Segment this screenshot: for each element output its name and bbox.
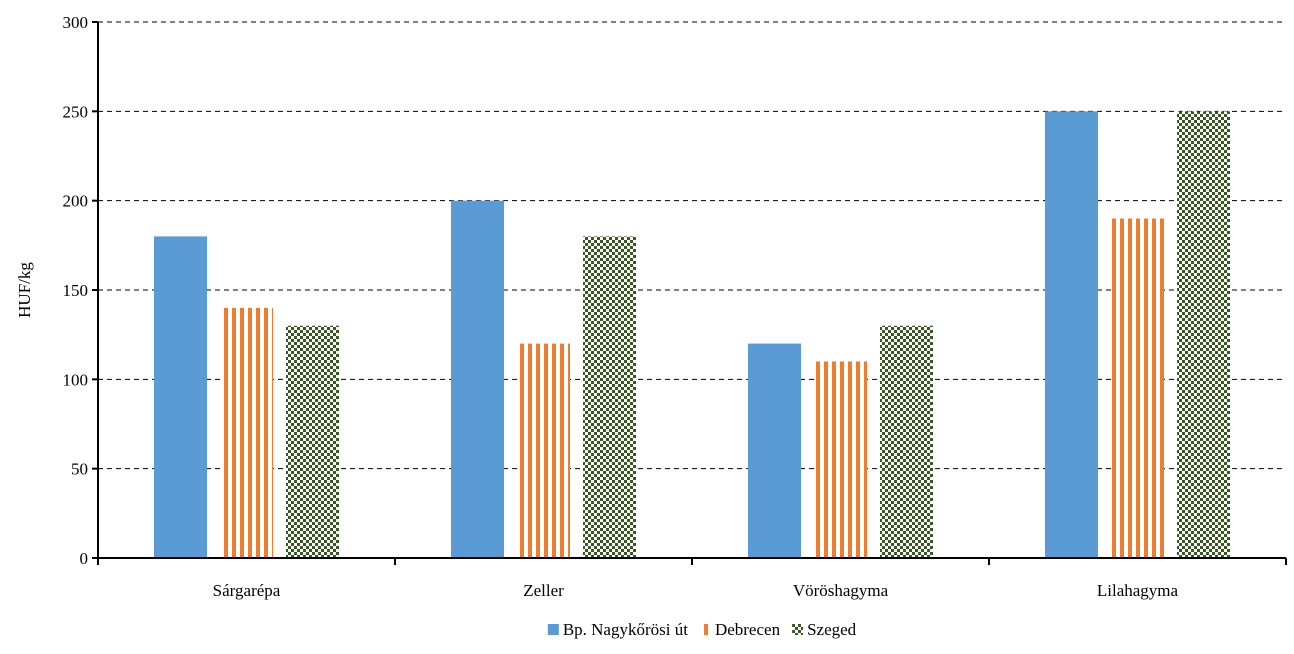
bar [451,200,504,558]
y-tick-label: 200 [63,192,89,211]
bar [814,361,867,558]
bar [517,343,570,558]
bars [154,111,1230,559]
legend-swatch [547,624,559,635]
bar [220,307,273,558]
bar [748,343,801,558]
y-tick-label: 300 [63,13,89,32]
bar [583,236,636,558]
y-tick-label: 100 [63,370,89,389]
y-tick-label: 0 [80,549,89,568]
gridlines [98,21,1286,470]
legend-label: Debrecen [715,620,781,639]
y-tick-label: 50 [71,460,88,479]
x-category-label: Lilahagyma [1097,581,1179,600]
labels: 0 50 100 150 200 250 300 Sárgarépa Zeller Vörösha… [63,13,1179,600]
legend-swatch [792,624,804,635]
y-tick-label: 150 [63,281,89,300]
y-tick-label: 250 [63,102,89,121]
bar [1177,111,1230,558]
legend-label: Bp. Nagykőrösi út [563,620,688,639]
bar [286,325,339,558]
x-category-label: Sárgarépa [213,581,281,600]
legend: Bp. Nagykőrösi út Debrecen Szeged [547,620,857,639]
legend-swatch [699,624,711,635]
axes [92,21,1287,565]
bar [154,236,207,558]
bar [880,325,933,558]
x-category-label: Vöröshagyma [793,581,889,600]
x-category-label: Zeller [523,581,564,600]
bar [1045,111,1098,558]
y-axis-title: HUF/kg [15,262,34,318]
bar [1111,218,1164,559]
legend-label: Szeged [807,620,857,639]
